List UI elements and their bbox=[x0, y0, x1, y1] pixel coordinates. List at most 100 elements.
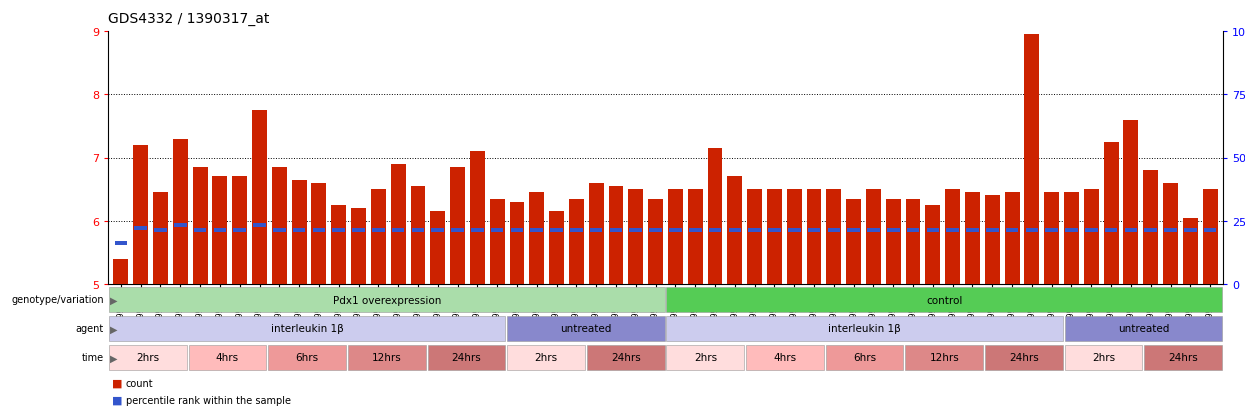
Bar bbox=[965, 193, 980, 284]
FancyBboxPatch shape bbox=[1144, 345, 1223, 370]
Bar bbox=[1025, 35, 1040, 284]
Bar bbox=[1084, 190, 1099, 284]
Text: ▶: ▶ bbox=[110, 324, 117, 334]
Text: 4hrs: 4hrs bbox=[773, 353, 797, 363]
Text: ▶: ▶ bbox=[110, 353, 117, 363]
Bar bbox=[886, 228, 900, 233]
Bar bbox=[905, 199, 920, 284]
Text: 12hrs: 12hrs bbox=[929, 353, 959, 363]
FancyBboxPatch shape bbox=[110, 287, 665, 312]
Bar bbox=[1183, 218, 1198, 284]
Text: ■: ■ bbox=[112, 378, 122, 388]
Bar bbox=[451, 228, 464, 233]
Bar bbox=[113, 259, 128, 284]
Bar bbox=[351, 209, 366, 284]
Bar bbox=[1066, 228, 1078, 233]
Bar bbox=[986, 228, 998, 233]
FancyBboxPatch shape bbox=[507, 316, 665, 341]
Bar bbox=[251, 111, 266, 284]
Text: percentile rank within the sample: percentile rank within the sample bbox=[126, 395, 291, 405]
Text: 6hrs: 6hrs bbox=[853, 353, 876, 363]
Bar bbox=[153, 193, 168, 284]
Text: interleukin 1β: interleukin 1β bbox=[828, 324, 901, 334]
Bar bbox=[550, 228, 563, 233]
Bar bbox=[906, 228, 919, 233]
Bar bbox=[391, 164, 406, 284]
Bar bbox=[1143, 171, 1158, 284]
Bar bbox=[411, 187, 426, 284]
Text: 24hrs: 24hrs bbox=[1008, 353, 1038, 363]
Text: 24hrs: 24hrs bbox=[1168, 353, 1198, 363]
FancyBboxPatch shape bbox=[666, 316, 1063, 341]
Bar bbox=[1184, 228, 1196, 233]
Bar bbox=[787, 190, 802, 284]
Bar bbox=[589, 183, 604, 284]
Bar bbox=[827, 190, 842, 284]
Bar bbox=[174, 223, 187, 228]
Text: genotype/variation: genotype/variation bbox=[11, 295, 105, 305]
FancyBboxPatch shape bbox=[746, 345, 824, 370]
Bar bbox=[847, 199, 862, 284]
Bar bbox=[432, 228, 444, 233]
Bar bbox=[747, 190, 762, 284]
Bar bbox=[1045, 193, 1059, 284]
Bar bbox=[253, 223, 266, 228]
Bar bbox=[491, 228, 503, 233]
Bar bbox=[271, 168, 286, 284]
Bar bbox=[510, 228, 523, 233]
Bar bbox=[848, 228, 860, 233]
Bar bbox=[807, 190, 822, 284]
Text: untreated: untreated bbox=[1118, 324, 1169, 334]
FancyBboxPatch shape bbox=[110, 316, 505, 341]
Bar bbox=[1026, 228, 1038, 233]
Text: time: time bbox=[82, 353, 105, 363]
Bar bbox=[412, 228, 425, 233]
Text: GDS4332 / 1390317_at: GDS4332 / 1390317_at bbox=[108, 12, 269, 26]
FancyBboxPatch shape bbox=[427, 345, 505, 370]
Bar bbox=[708, 228, 721, 233]
Bar bbox=[925, 205, 940, 284]
Bar bbox=[569, 199, 584, 284]
Bar bbox=[926, 228, 939, 233]
Text: 4hrs: 4hrs bbox=[215, 353, 239, 363]
Bar bbox=[669, 190, 682, 284]
Bar bbox=[1203, 190, 1218, 284]
Text: 2hrs: 2hrs bbox=[1092, 353, 1116, 363]
Bar bbox=[1005, 193, 1020, 284]
Bar bbox=[808, 228, 820, 233]
Text: 6hrs: 6hrs bbox=[295, 353, 319, 363]
Bar bbox=[1204, 228, 1216, 233]
FancyBboxPatch shape bbox=[985, 345, 1063, 370]
Bar bbox=[530, 228, 543, 233]
Text: 12hrs: 12hrs bbox=[372, 353, 402, 363]
FancyBboxPatch shape bbox=[268, 345, 346, 370]
Bar bbox=[570, 228, 583, 233]
Bar bbox=[728, 228, 741, 233]
Text: agent: agent bbox=[76, 324, 105, 334]
Text: 2hrs: 2hrs bbox=[136, 353, 159, 363]
Bar bbox=[214, 228, 227, 233]
Bar bbox=[311, 183, 326, 284]
Bar bbox=[1124, 228, 1137, 233]
Bar bbox=[312, 228, 325, 233]
Bar bbox=[1084, 228, 1098, 233]
Bar bbox=[669, 228, 682, 233]
FancyBboxPatch shape bbox=[666, 345, 745, 370]
Bar bbox=[966, 228, 979, 233]
Bar bbox=[946, 228, 959, 233]
Bar bbox=[945, 190, 960, 284]
Bar bbox=[1144, 228, 1157, 233]
Bar bbox=[529, 193, 544, 284]
Bar bbox=[650, 228, 662, 233]
FancyBboxPatch shape bbox=[1064, 316, 1223, 341]
Bar bbox=[233, 228, 247, 233]
Bar bbox=[489, 199, 504, 284]
Bar bbox=[609, 187, 624, 284]
Text: untreated: untreated bbox=[560, 324, 611, 334]
Bar bbox=[688, 228, 701, 233]
Bar bbox=[610, 228, 622, 233]
Bar bbox=[1103, 142, 1118, 284]
Bar bbox=[154, 228, 167, 233]
FancyBboxPatch shape bbox=[110, 345, 187, 370]
Bar bbox=[985, 196, 1000, 284]
